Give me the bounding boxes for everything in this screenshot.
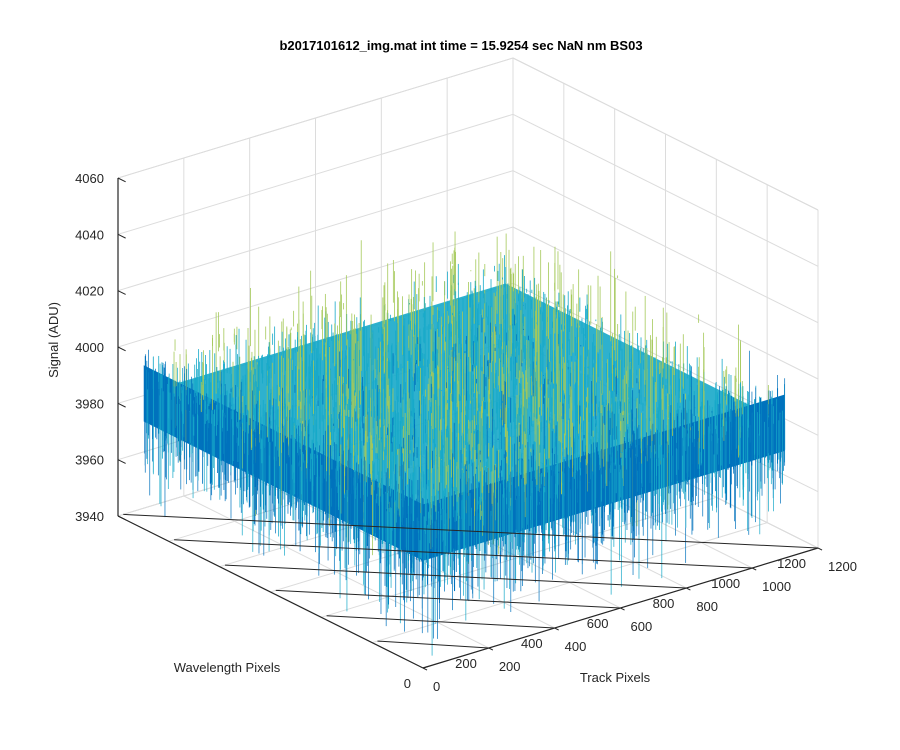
- z-tick: [117, 290, 126, 295]
- y-tick-label: 0: [404, 676, 411, 691]
- x-tick: [751, 567, 757, 571]
- x-tick-label: 400: [565, 639, 587, 654]
- y-tick: [123, 513, 819, 549]
- y-axis-label: Wavelength Pixels: [174, 660, 281, 675]
- x-tick-label: 800: [696, 599, 718, 614]
- chart-title: b2017101612_img.mat int time = 15.9254 s…: [279, 38, 642, 53]
- y-tick: [174, 539, 753, 569]
- x-tick: [817, 547, 823, 551]
- z-tick: [117, 177, 126, 183]
- z-tick: [117, 346, 126, 352]
- y-tick: [275, 589, 621, 609]
- y-tick-label: 800: [653, 596, 675, 611]
- z-tick: [117, 402, 126, 408]
- y-tick: [224, 564, 687, 589]
- z-tick-label: 3980: [75, 396, 104, 411]
- z-tick-label: 3960: [75, 453, 104, 468]
- y-tick: [326, 615, 555, 629]
- z-tick-label: 4020: [75, 284, 104, 299]
- tick-labels: 0200400600800100012000200400600800100012…: [75, 171, 857, 694]
- z-tick-label: 4000: [75, 340, 104, 355]
- z-tick: [117, 233, 126, 239]
- z-tick-label: 4040: [75, 227, 104, 242]
- x-tick-label: 0: [433, 679, 440, 694]
- gridline-z-right: [512, 226, 819, 380]
- z-tick: [117, 459, 126, 464]
- gridline-z-back: [117, 226, 514, 348]
- y-tick-label: 200: [455, 656, 477, 671]
- x-tick: [620, 607, 625, 611]
- axes: [117, 177, 823, 671]
- x-tick-label: 600: [631, 619, 653, 634]
- x-axis-label: Track Pixels: [580, 670, 651, 685]
- gridline-z-right: [512, 170, 819, 324]
- x-tick-label: 1000: [762, 579, 791, 594]
- x-tick: [422, 667, 428, 671]
- gridline-z-back: [117, 170, 514, 292]
- y-tick: [422, 665, 429, 669]
- gridline-z-right: [512, 57, 819, 211]
- x-tick: [554, 627, 559, 631]
- gridline-z-back: [117, 113, 514, 235]
- x-tick-label: 1200: [828, 559, 857, 574]
- x-tick: [686, 587, 691, 591]
- z-tick-label: 3940: [75, 509, 104, 524]
- y-tick-label: 600: [587, 616, 609, 631]
- z-tick-label: 4060: [75, 171, 104, 186]
- y-tick: [377, 640, 489, 649]
- x-tick-label: 200: [499, 659, 521, 674]
- y-tick-label: 1000: [711, 576, 740, 591]
- z-axis-label: Signal (ADU): [46, 302, 61, 378]
- gridline-z-right: [512, 113, 819, 267]
- gridline-z-back: [117, 57, 514, 179]
- y-axis-line: [117, 515, 424, 669]
- gridline-y-floor: [321, 496, 717, 618]
- surface: [143, 231, 786, 656]
- x-tick: [488, 647, 494, 651]
- y-tick-label: 1200: [777, 556, 806, 571]
- z-tick: [117, 515, 126, 521]
- y-tick-label: 400: [521, 636, 543, 651]
